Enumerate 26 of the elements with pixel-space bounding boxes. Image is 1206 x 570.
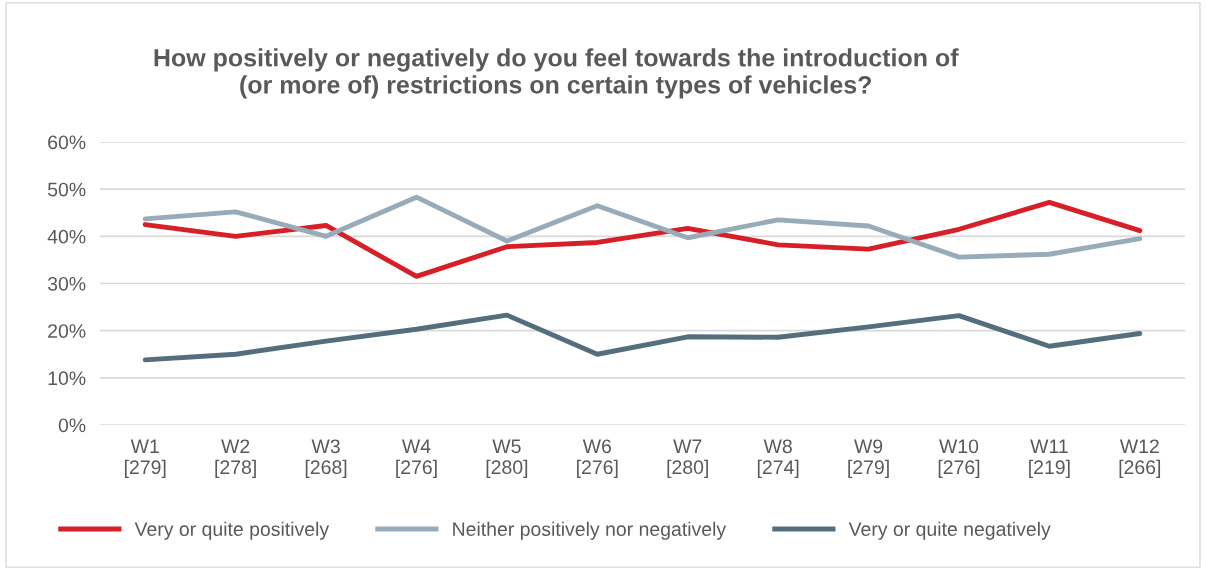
chart-title: How positively or negatively do you feel towards the introduction of (or more of) restrictions on certain types of vehicles? xyxy=(154,48,959,99)
x-tick-label: W6 [276] xyxy=(577,439,618,478)
x-tick-label: W7 [280] xyxy=(667,439,708,478)
line-series xyxy=(142,312,1143,363)
x-tick-label: W10 [276] xyxy=(938,439,980,478)
x-tick-label: W4 [276] xyxy=(396,439,437,478)
x-tick-label: W8 [274] xyxy=(757,439,799,478)
y-tick-label: 60% xyxy=(48,135,86,150)
line-series xyxy=(142,199,1143,279)
legend-label: Very or quite positively xyxy=(134,521,330,540)
line-series xyxy=(142,194,1143,260)
y-tick-label: 30% xyxy=(47,276,86,291)
y-tick-label: 40% xyxy=(47,229,86,244)
legend-label: Very or quite negatively xyxy=(848,521,1051,540)
x-tick-label: W5 [280] xyxy=(486,439,528,478)
x-tick-label: W12 [266] xyxy=(1119,439,1161,478)
x-tick-label: W1 [279] xyxy=(124,439,166,478)
x-tick-label: W9 [279] xyxy=(848,439,889,478)
y-tick-label: 50% xyxy=(47,182,86,197)
x-tick-label: W11 [219] xyxy=(1029,439,1070,478)
y-tick-label: 0% xyxy=(58,418,86,433)
y-tick-label: 10% xyxy=(48,371,86,386)
x-tick-label: W3 [268] xyxy=(305,439,347,478)
x-tick-label: W2 [278] xyxy=(215,439,256,478)
legend-label: Neither positively nor negatively xyxy=(453,521,727,540)
y-tick-label: 20% xyxy=(48,324,86,338)
